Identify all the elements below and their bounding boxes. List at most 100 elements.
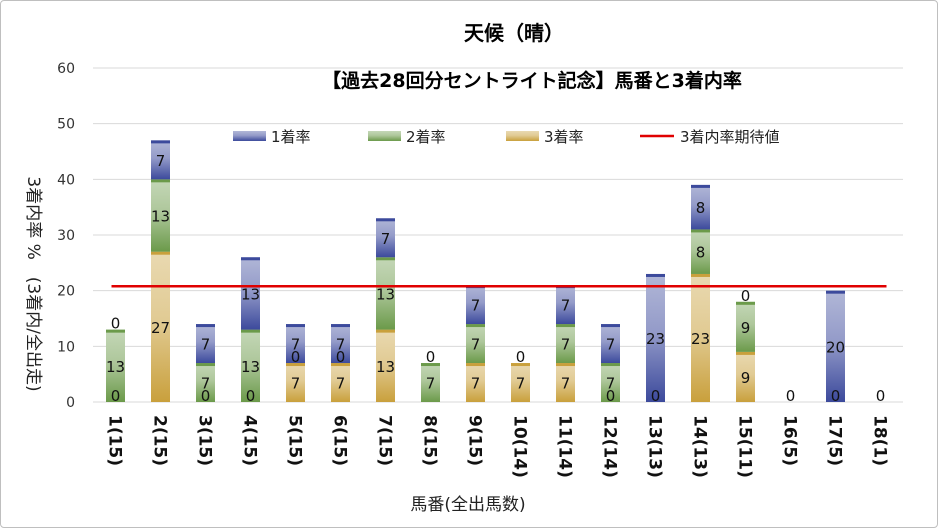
x-tick-label: 13(13) <box>645 415 665 478</box>
bar-segment-cap <box>331 363 350 367</box>
bar-segment <box>286 324 305 364</box>
bar-segment-cap <box>241 257 260 261</box>
bar-segment <box>556 324 575 364</box>
x-tick-label: 6(15) <box>330 415 350 466</box>
bar-segment <box>466 363 485 402</box>
data-label: 0 <box>651 387 661 405</box>
data-label: 7 <box>291 336 301 354</box>
legend: 1着率 2着率 3着率 3着内率期待値 <box>233 128 780 146</box>
bar-segment-cap <box>511 363 530 367</box>
x-tick-label: 9(15) <box>465 415 485 466</box>
data-label: 7 <box>381 230 391 248</box>
bar-segment-cap <box>556 324 575 328</box>
x-tick-label: 14(13) <box>690 415 710 478</box>
bar-segment <box>556 285 575 325</box>
bar-segment-cap <box>826 290 845 294</box>
data-label: 9 <box>741 369 751 387</box>
data-label: 27 <box>151 319 170 337</box>
data-label: 8 <box>696 199 706 217</box>
bar-segment-cap <box>376 218 395 222</box>
y-tick-label: 60 <box>57 61 75 77</box>
bar-segment <box>331 324 350 364</box>
data-label: 13 <box>151 208 170 226</box>
data-label: 0 <box>516 348 526 366</box>
data-label: 13 <box>241 285 260 303</box>
bar-segment <box>376 329 395 402</box>
data-label: 13 <box>376 358 395 376</box>
bar-segment <box>241 257 260 330</box>
y-axis-title: 3着内率 % (3着内/全出走) <box>23 176 43 391</box>
data-label: 7 <box>336 375 346 393</box>
bar-segment <box>646 273 665 402</box>
data-label: 0 <box>201 387 211 405</box>
data-label: 7 <box>606 375 616 393</box>
bar-segment <box>601 324 620 364</box>
x-tick-label: 16(5) <box>780 415 800 466</box>
bar-segment-cap <box>331 324 350 328</box>
x-tick-label: 7(15) <box>375 415 395 466</box>
bar-segment-cap <box>376 329 395 333</box>
bar-segment-cap <box>466 363 485 367</box>
x-tick-label: 10(14) <box>510 415 530 478</box>
data-label: 7 <box>561 297 571 315</box>
bar-segment <box>601 363 620 402</box>
bar-segment-cap <box>376 257 395 261</box>
data-label: 0 <box>831 387 841 405</box>
data-label: 7 <box>471 297 481 315</box>
data-label: 8 <box>696 244 706 262</box>
data-label: 7 <box>471 375 481 393</box>
bar-segment-cap <box>601 363 620 367</box>
bar-segment <box>196 363 215 402</box>
data-label: 7 <box>471 336 481 354</box>
bar-segment <box>556 363 575 402</box>
bar-segment <box>151 179 170 252</box>
bar-segment-cap <box>151 140 170 144</box>
x-tick-label: 1(15) <box>105 415 125 466</box>
bar-segment-cap <box>736 301 755 305</box>
bar-segment-cap <box>646 273 665 277</box>
y-tick-label: 0 <box>66 395 75 411</box>
x-tick-label: 8(15) <box>420 415 440 466</box>
bar-segment <box>106 329 125 402</box>
bar-segment-cap <box>151 179 170 183</box>
data-label: 20 <box>826 338 845 356</box>
bar-segment <box>736 301 755 352</box>
y-tick-label: 20 <box>57 284 75 300</box>
gridlines <box>93 67 903 403</box>
data-label: 9 <box>741 319 751 337</box>
bar-segment <box>466 285 485 325</box>
data-label: 7 <box>291 375 301 393</box>
bar-segment-cap <box>106 329 125 333</box>
bar-segment-cap <box>691 229 710 233</box>
bar-segment <box>286 363 305 402</box>
data-label: 7 <box>426 375 436 393</box>
x-tick-label: 11(14) <box>555 415 575 478</box>
y-tick-label: 30 <box>57 228 75 244</box>
x-axis-ticks: 1(15) 2(15) 3(15) 4(15) 5(15) 6(15) 7(15) 8(15)… <box>105 415 890 478</box>
bar-segment-cap <box>286 363 305 367</box>
x-tick-label: 4(15) <box>240 415 260 466</box>
bar-segment <box>151 140 170 180</box>
data-label: 0 <box>426 348 436 366</box>
y-tick-label: 40 <box>57 172 75 188</box>
data-label: 7 <box>156 152 166 170</box>
chart-title: 天候（晴） <box>464 21 564 45</box>
bar-segment-cap <box>556 363 575 367</box>
bar-segment <box>241 329 260 402</box>
data-label: 0 <box>111 387 121 405</box>
bar-segment <box>691 229 710 274</box>
bar-segment <box>376 218 395 258</box>
data-label: 7 <box>201 336 211 354</box>
bar-segment-cap <box>691 273 710 277</box>
x-tick-label: 15(11) <box>735 415 755 478</box>
bar-segment-cap <box>601 324 620 328</box>
bar-segment-cap <box>151 251 170 255</box>
bar-segment-cap <box>736 351 755 355</box>
bars <box>106 140 845 402</box>
data-label: 7 <box>561 336 571 354</box>
bar-segment-cap <box>466 324 485 328</box>
x-tick-label: 2(15) <box>150 415 170 466</box>
legend-label: 1着率 <box>271 128 311 146</box>
